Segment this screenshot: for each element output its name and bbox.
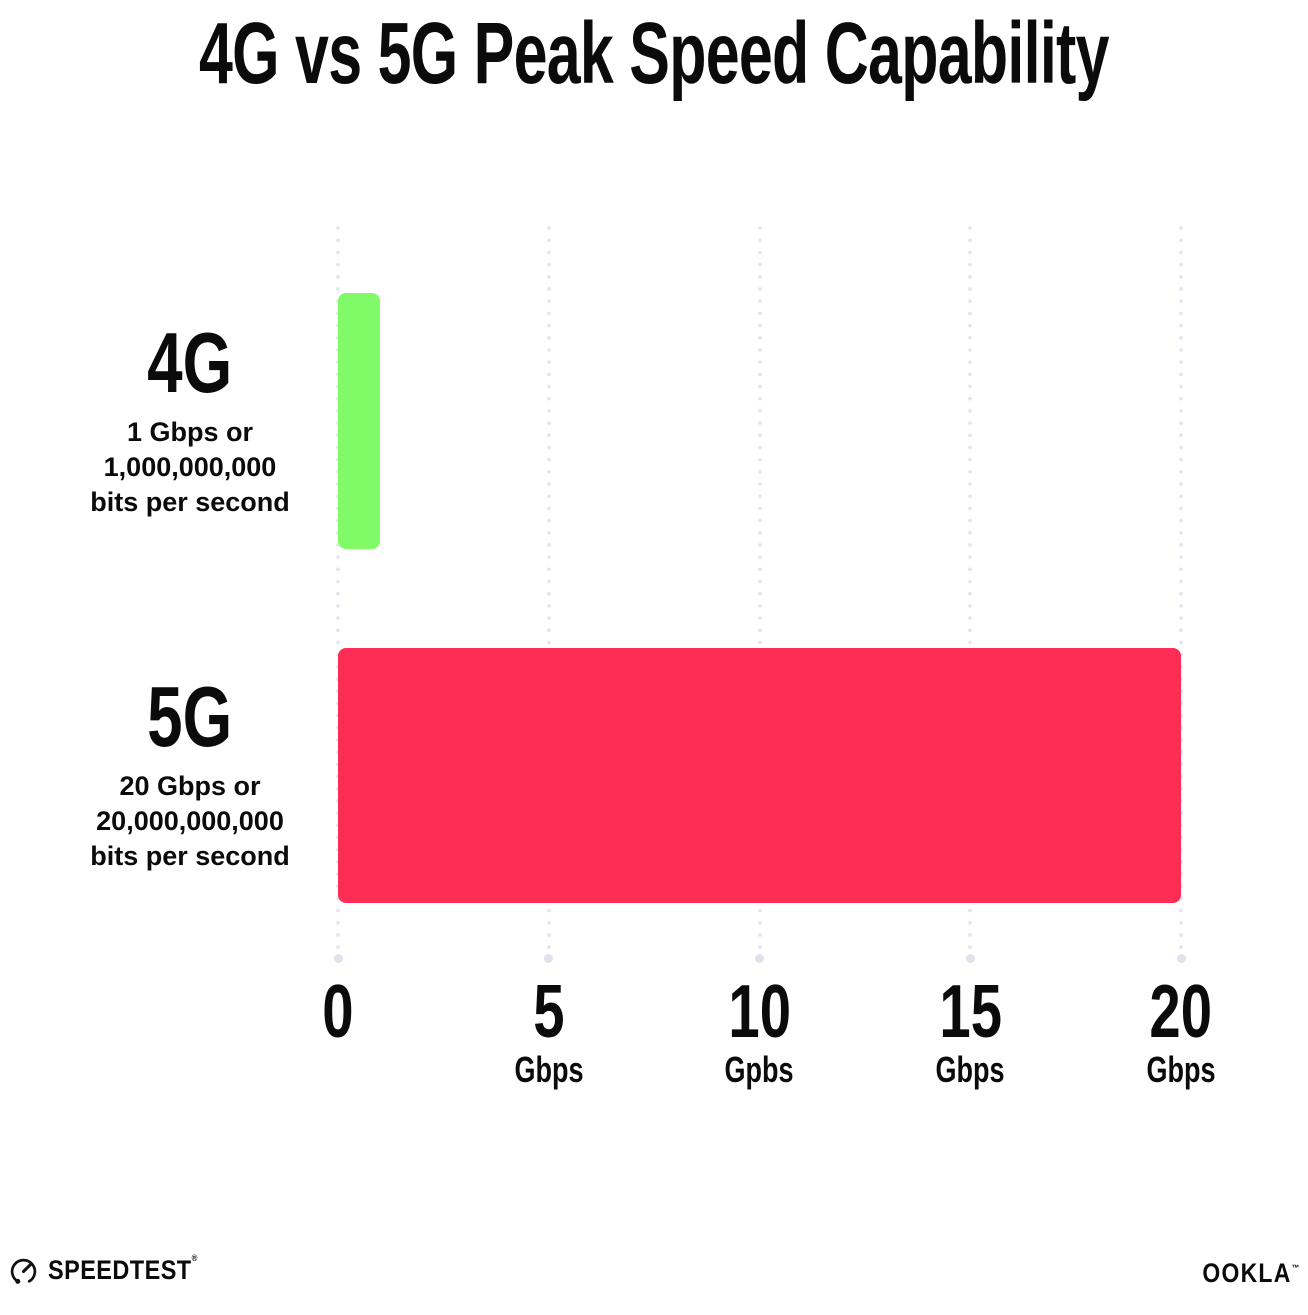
speedtest-trademark: ® bbox=[191, 1253, 198, 1263]
x-tick-value: 0 bbox=[322, 969, 354, 1053]
gridline-10 bbox=[755, 222, 764, 963]
category-sublabel-4g-line2: 1,000,000,000 bbox=[103, 452, 277, 482]
x-tick-unit: Gbps bbox=[1146, 1049, 1216, 1090]
ookla-trademark: ™ bbox=[1291, 1263, 1300, 1273]
page-title-text: 4G vs 5G Peak Speed Capability bbox=[199, 5, 1110, 102]
x-tick-15: 15 Gbps bbox=[860, 969, 1080, 1090]
x-tick-value: 15 bbox=[938, 969, 1002, 1053]
category-sublabel-5g-line2: 20,000,000,000 bbox=[96, 806, 284, 836]
x-tick-value: 20 bbox=[1149, 969, 1213, 1053]
x-tick-0: 0 bbox=[228, 969, 448, 1053]
category-label-4g: 4G 1 Gbps or 1,000,000,000 bits per seco… bbox=[40, 321, 340, 520]
bar-4g bbox=[338, 293, 380, 549]
x-tick-10: 10 Gpbs bbox=[650, 969, 870, 1090]
ookla-logo: OOKLA™ bbox=[1185, 1258, 1301, 1289]
gridline-15 bbox=[965, 222, 975, 963]
x-tick-value: 5 bbox=[533, 969, 565, 1053]
category-name-4g: 4G bbox=[147, 316, 233, 411]
speedtest-label: SPEEDTEST bbox=[48, 1255, 192, 1285]
x-tick-5: 5 Gbps bbox=[439, 969, 659, 1090]
ookla-label: OOKLA bbox=[1201, 1258, 1292, 1288]
category-sublabel-4g-line3: bits per second bbox=[90, 487, 290, 517]
x-tick-unit: Gbps bbox=[935, 1049, 1005, 1090]
page-title: 4G vs 5G Peak Speed Capability bbox=[0, 10, 1308, 97]
speedtest-logo: SPEEDTEST® bbox=[8, 1253, 220, 1286]
gridline-5 bbox=[544, 222, 554, 963]
x-tick-20: 20 Gbps bbox=[1071, 969, 1291, 1090]
x-tick-value: 10 bbox=[728, 969, 791, 1053]
category-sublabel-5g-line1: 20 Gbps or bbox=[119, 771, 261, 801]
ookla-wordmark: OOKLA™ bbox=[1202, 1258, 1300, 1289]
category-label-5g: 5G 20 Gbps or 20,000,000,000 bits per se… bbox=[40, 675, 340, 874]
gridline-20 bbox=[1176, 222, 1186, 963]
category-sublabel-4g-line1: 1 Gbps or bbox=[126, 417, 254, 447]
category-sublabel-5g-line3: bits per second bbox=[90, 841, 290, 871]
x-tick-unit: Gpbs bbox=[724, 1049, 794, 1090]
speedtest-gauge-icon bbox=[10, 1258, 37, 1284]
speedtest-wordmark: SPEEDTEST® bbox=[48, 1253, 198, 1286]
category-name-5g: 5G bbox=[147, 670, 233, 765]
bar-5g bbox=[338, 648, 1181, 903]
gridline-0 bbox=[333, 222, 343, 963]
x-tick-unit: Gbps bbox=[514, 1049, 584, 1090]
